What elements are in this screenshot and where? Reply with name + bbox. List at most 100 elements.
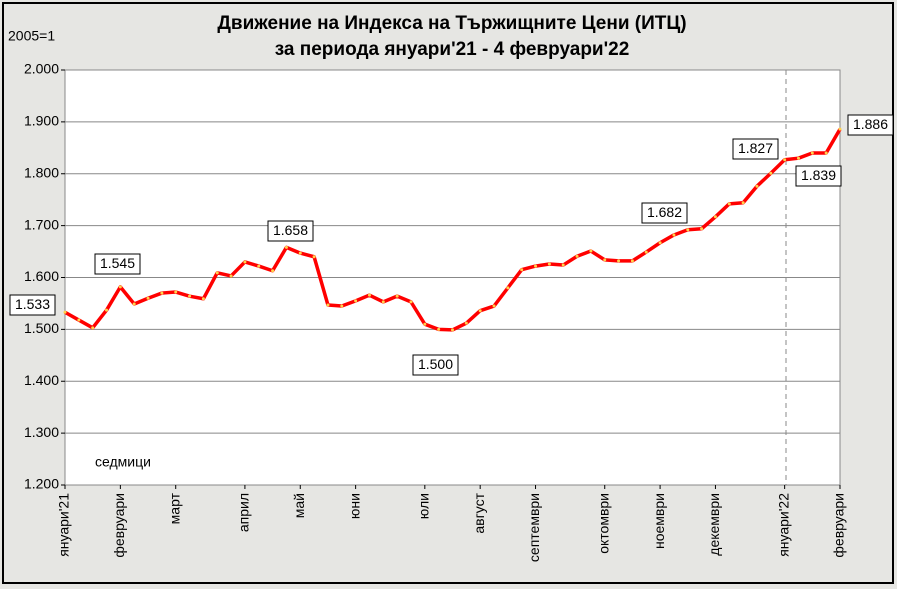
x-tick-label: юни — [346, 493, 362, 519]
x-tick-label: октомври — [595, 493, 611, 554]
annotation-box — [412, 354, 459, 376]
annotation-box — [732, 138, 779, 160]
x-tick-label: май — [291, 493, 307, 518]
data-point — [326, 303, 330, 307]
annotation-box — [267, 220, 314, 242]
data-point — [769, 171, 773, 175]
data-point — [146, 296, 150, 300]
data-point — [810, 151, 814, 155]
data-point — [174, 290, 178, 294]
data-point — [617, 259, 621, 263]
y-tick-label: 1.900 — [24, 113, 59, 129]
data-point — [575, 254, 579, 258]
data-point — [395, 294, 399, 298]
data-point — [160, 291, 164, 295]
y-tick-label: 2.000 — [24, 61, 59, 77]
data-point — [672, 233, 676, 237]
data-point — [603, 258, 607, 262]
y-tick-label: 1.800 — [24, 164, 59, 180]
data-point — [284, 245, 288, 249]
data-point — [492, 304, 496, 308]
x-tick-label: февруари — [111, 493, 127, 558]
data-point — [713, 215, 717, 219]
data-point — [188, 294, 192, 298]
annotation: 1.827 — [738, 140, 773, 156]
chart-subtitle: за периода януари'21 - 4 февруари'22 — [275, 39, 630, 60]
data-point — [464, 321, 468, 325]
annotation: 1.886 — [853, 116, 888, 132]
data-point — [340, 304, 344, 308]
data-point — [312, 255, 316, 259]
annotation-box — [847, 114, 894, 136]
data-point — [478, 309, 482, 313]
data-point — [741, 201, 745, 205]
x-axis-label: седмици — [95, 454, 151, 470]
data-point — [298, 251, 302, 255]
data-point — [381, 300, 385, 304]
annotation: 1.839 — [801, 167, 836, 183]
annotation: 1.658 — [273, 222, 308, 238]
data-point — [354, 299, 358, 303]
x-tick-label: декември — [706, 493, 722, 556]
data-point — [506, 286, 510, 290]
y-tick-label: 1.200 — [24, 476, 59, 492]
data-point — [755, 184, 759, 188]
annotation: 1.545 — [100, 255, 135, 271]
data-point — [77, 318, 81, 322]
data-point — [63, 310, 67, 314]
data-point — [367, 293, 371, 297]
data-point — [561, 263, 565, 267]
annotation: 1.533 — [15, 296, 50, 312]
data-point — [630, 259, 634, 263]
data-point — [132, 302, 136, 306]
chart-title: Движение на Индекса на Тържищните Цени (… — [217, 13, 686, 34]
x-tick-label: август — [471, 492, 487, 533]
data-point — [118, 285, 122, 289]
data-point — [686, 228, 690, 232]
y-tick-label: 1.700 — [24, 216, 59, 232]
x-tick-label: юли — [416, 493, 432, 519]
x-tick-label: февруари — [831, 493, 847, 558]
y-tick-label: 1.600 — [24, 268, 59, 284]
data-point — [727, 202, 731, 206]
data-point — [783, 158, 787, 162]
x-tick-label: ноември — [651, 493, 667, 549]
data-point — [520, 268, 524, 272]
y-tick-label: 1.300 — [24, 424, 59, 440]
data-point — [229, 274, 233, 278]
data-point — [423, 322, 427, 326]
annotation-box — [795, 165, 842, 187]
data-point — [796, 156, 800, 160]
annotation: 1.682 — [647, 204, 682, 220]
x-tick-label: март — [166, 492, 182, 524]
x-tick-label: януари'22 — [775, 493, 791, 557]
data-point — [409, 300, 413, 304]
data-point — [547, 262, 551, 266]
data-point — [451, 328, 454, 332]
data-point — [658, 241, 662, 245]
data-point — [215, 271, 219, 275]
y-axis-label: 2005=1 — [8, 28, 55, 44]
annotation-box — [9, 294, 56, 316]
data-point — [105, 308, 109, 312]
x-tick-label: януари'21 — [56, 493, 72, 557]
annotation: 1.500 — [418, 356, 453, 372]
data-point — [271, 269, 275, 273]
data-point — [589, 249, 593, 253]
data-point — [700, 227, 704, 231]
data-point — [91, 326, 95, 330]
data-point — [437, 327, 441, 331]
y-tick-label: 1.400 — [24, 372, 59, 388]
x-tick-label: септември — [526, 493, 542, 562]
annotation-box — [94, 253, 141, 275]
annotation-box — [641, 202, 688, 224]
data-point — [534, 264, 538, 268]
data-point — [243, 260, 247, 264]
data-point — [824, 151, 828, 155]
x-tick-label: април — [236, 493, 252, 532]
data-point — [201, 297, 205, 301]
data-point — [644, 250, 648, 254]
data-point — [838, 127, 842, 131]
